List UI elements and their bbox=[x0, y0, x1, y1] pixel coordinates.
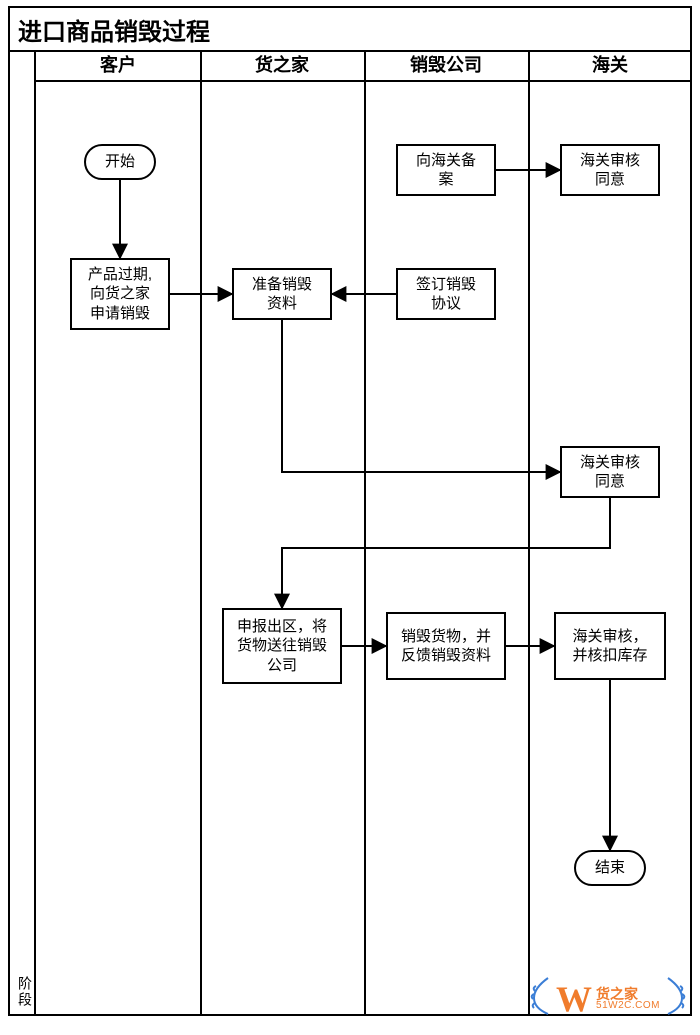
edge-prepare-approve2 bbox=[282, 320, 560, 472]
phase-label: 阶段 bbox=[15, 976, 35, 1008]
diagram-title: 进口商品销毁过程 bbox=[18, 12, 210, 47]
lane-divider bbox=[364, 50, 366, 1014]
node-approve2: 海关审核同意 bbox=[560, 446, 660, 498]
node-start: 开始 bbox=[84, 144, 156, 180]
node-end: 结束 bbox=[574, 850, 646, 886]
node-destroy: 销毁货物，并反馈销毁资料 bbox=[386, 612, 506, 680]
lane-header-destroy: 销毁公司 bbox=[364, 50, 528, 82]
node-prepare: 准备销毁资料 bbox=[232, 268, 332, 320]
node-file: 向海关备案 bbox=[396, 144, 496, 196]
node-sign: 签订销毁协议 bbox=[396, 268, 496, 320]
node-deduct: 海关审核，并核扣库存 bbox=[554, 612, 666, 680]
node-declare: 申报出区，将货物送往销毁公司 bbox=[222, 608, 342, 684]
phase-column: 阶段 bbox=[10, 50, 36, 1014]
edge-approve2-declare bbox=[282, 498, 610, 608]
watermark: W 货之家 51W2C.COM bbox=[530, 976, 686, 1021]
watermark-text-top: 货之家 bbox=[596, 987, 660, 1001]
lane-divider bbox=[200, 50, 202, 1014]
watermark-text: 货之家 51W2C.COM bbox=[596, 987, 660, 1011]
lane-divider bbox=[528, 50, 530, 1014]
diagram-frame: 进口商品销毁过程 阶段 客户 货之家 销毁公司 海关 开始产品过期,向货之家申请… bbox=[8, 6, 692, 1016]
lane-header-hzj: 货之家 bbox=[200, 50, 364, 82]
lane-header-customs: 海关 bbox=[528, 50, 692, 82]
watermark-text-bot: 51W2C.COM bbox=[596, 1001, 660, 1011]
watermark-letter: W bbox=[556, 981, 592, 1017]
lane-header-customer: 客户 bbox=[36, 50, 200, 82]
laurel-right-icon bbox=[664, 976, 686, 1021]
node-approve1: 海关审核同意 bbox=[560, 144, 660, 196]
laurel-left-icon bbox=[530, 976, 552, 1021]
node-apply: 产品过期,向货之家申请销毁 bbox=[70, 258, 170, 330]
